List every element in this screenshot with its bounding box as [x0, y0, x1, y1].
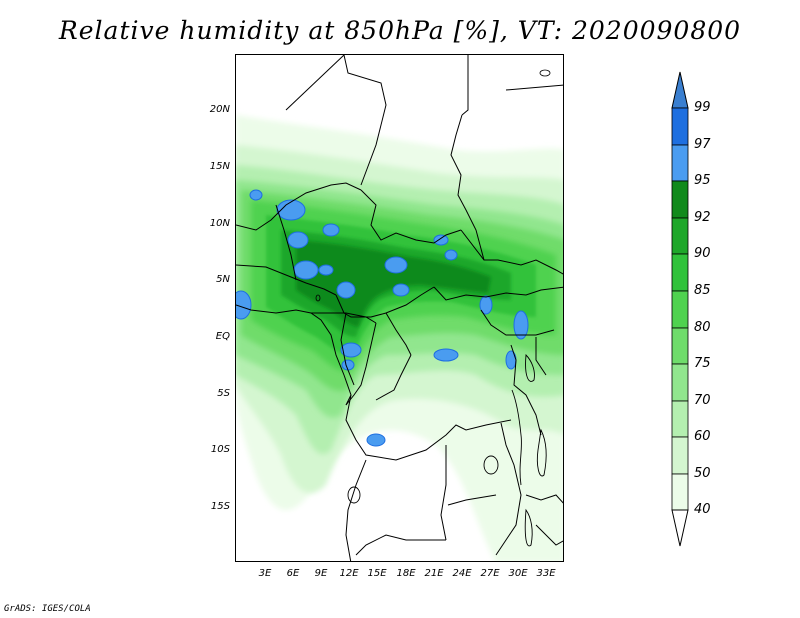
- colorbar-bin-95-97: [671, 144, 689, 182]
- humidity-map: [236, 55, 563, 561]
- lat-label-20n: 20N: [209, 104, 230, 115]
- colorbar-label-50: 50: [694, 466, 711, 481]
- colorbar-label-90: 90: [694, 246, 711, 261]
- lon-label-27e: 27E: [480, 568, 500, 579]
- lat-label-eq: EQ: [215, 331, 230, 342]
- colorbar-label-80: 80: [694, 320, 711, 335]
- colorbar-bin-92-95: [671, 180, 689, 219]
- lon-label-3e: 3E: [258, 568, 272, 579]
- lat-label-15s: 15S: [210, 501, 230, 512]
- colorbar-bin-97-99: [671, 107, 689, 146]
- colorbar-top-arrow: [671, 71, 689, 109]
- lon-label-21e: 21E: [424, 568, 444, 579]
- lon-label-15e: 15E: [367, 568, 387, 579]
- grads-credit: GrADS: IGES/COLA: [4, 604, 91, 614]
- lat-label-10n: 10N: [209, 218, 230, 229]
- colorbar-label-92: 92: [694, 210, 711, 225]
- colorbar-label-75: 75: [694, 356, 711, 371]
- map-panel: [235, 54, 564, 562]
- lon-label-33e: 33E: [536, 568, 556, 579]
- high-humidity-patches: [236, 189, 529, 447]
- colorbar-label-95: 95: [694, 173, 711, 188]
- colorbar-bin-40-50: [671, 473, 689, 511]
- humidity-shading: [236, 115, 563, 561]
- colorbar-bin-75-80: [671, 327, 689, 365]
- colorbar-bottom-arrow: [671, 509, 689, 547]
- colorbar-bin-85-90: [671, 253, 689, 292]
- colorbar-label-97: 97: [694, 137, 711, 152]
- lon-label-6e: 6E: [286, 568, 300, 579]
- lon-label-30e: 30E: [508, 568, 528, 579]
- colorbar-bin-80-85: [671, 290, 689, 329]
- lat-label-5n: 5N: [216, 274, 230, 285]
- islands: [315, 69, 551, 302]
- colorbar-label-70: 70: [694, 393, 711, 408]
- colorbar-label-40: 40: [694, 502, 711, 517]
- country-borders: [236, 55, 563, 561]
- colorbar-bin-90-92: [671, 217, 689, 255]
- lon-label-9e: 9E: [314, 568, 328, 579]
- lon-label-12e: 12E: [339, 568, 359, 579]
- colorbar-bin-70-75: [671, 363, 689, 402]
- lon-label-24e: 24E: [452, 568, 472, 579]
- colorbar-label-85: 85: [694, 283, 711, 298]
- colorbar-bin-60-70: [671, 400, 689, 438]
- colorbar-label-60: 60: [694, 429, 711, 444]
- lat-label-15n: 15N: [209, 161, 230, 172]
- lon-label-18e: 18E: [396, 568, 416, 579]
- colorbar: [671, 71, 689, 547]
- lat-label-5s: 5S: [217, 388, 230, 399]
- lat-label-10s: 10S: [210, 444, 230, 455]
- colorbar-bin-50-60: [671, 436, 689, 475]
- map-title: Relative humidity at 850hPa [%], VT: 202…: [58, 16, 742, 45]
- colorbar-label-99: 99: [694, 100, 711, 115]
